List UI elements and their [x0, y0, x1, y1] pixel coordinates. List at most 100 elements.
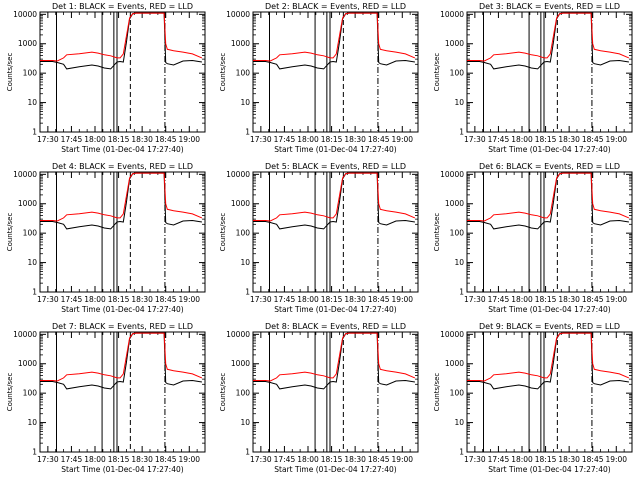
- y-tick-label: 100: [236, 229, 251, 238]
- y-tick-label: 1: [32, 448, 37, 457]
- plot-frame: [39, 171, 206, 293]
- plot-frame: [466, 331, 633, 453]
- x-tick-label: 17:45: [274, 295, 296, 304]
- y-axis-label: Counts/sec: [219, 373, 227, 412]
- panel-det-3: Det 3: BLACK = Events, RED = LLD Counts/s…: [433, 2, 633, 154]
- panel-title: Det 2: BLACK = Events, RED = LLD: [265, 2, 406, 11]
- y-tick-label: 1000: [231, 359, 250, 368]
- x-axis-label: Start Time (01-Dec-04 17:27:40): [61, 465, 183, 474]
- x-tick-label: 17:30: [250, 455, 272, 464]
- y-tick-label: 10: [454, 418, 464, 427]
- series-lld-line: [40, 12, 203, 62]
- plot-frame: [466, 11, 633, 133]
- y-tick-label: 100: [450, 69, 465, 78]
- x-axis-label: Start Time (01-Dec-04 17:27:40): [274, 145, 396, 154]
- x-tick-label: 18:30: [558, 135, 580, 144]
- panel-det-4: Det 4: BLACK = Events, RED = LLD Counts/s…: [6, 162, 206, 314]
- x-tick-label: 17:30: [37, 295, 59, 304]
- x-tick-label: 18:30: [558, 455, 580, 464]
- x-tick-label: 19:00: [605, 295, 627, 304]
- x-axis-label: Start Time (01-Dec-04 17:27:40): [274, 305, 396, 314]
- y-tick-label: 1: [245, 448, 250, 457]
- y-axis-label: Counts/sec: [6, 373, 14, 412]
- series-lld-line: [253, 172, 416, 222]
- x-tick-label: 18:00: [511, 295, 533, 304]
- x-tick-label: 18:00: [84, 455, 106, 464]
- panel-det-8: Det 8: BLACK = Events, RED = LLD Counts/s…: [219, 322, 419, 474]
- x-tick-label: 17:45: [61, 455, 83, 464]
- y-tick-label: 1000: [231, 199, 250, 208]
- x-tick-label: 19:00: [391, 455, 413, 464]
- y-tick-label: 1: [459, 448, 464, 457]
- x-axis-label: Start Time (01-Dec-04 17:27:40): [274, 465, 396, 474]
- x-tick-label: 18:00: [511, 135, 533, 144]
- y-tick-label: 10000: [226, 170, 250, 179]
- y-tick-label: 1: [245, 288, 250, 297]
- series-events-line: [40, 332, 202, 390]
- series-events-line: [253, 172, 415, 230]
- x-tick-label: 17:45: [61, 295, 83, 304]
- y-tick-label: 1: [32, 288, 37, 297]
- y-tick-label: 10: [454, 258, 464, 267]
- y-tick-label: 1000: [231, 39, 250, 48]
- x-tick-label: 18:00: [511, 455, 533, 464]
- series-events-line: [253, 12, 415, 70]
- x-tick-label: 19:00: [178, 135, 200, 144]
- x-tick-label: 19:00: [605, 135, 627, 144]
- y-tick-label: 10: [27, 98, 37, 107]
- x-tick-label: 17:45: [488, 295, 510, 304]
- plot-frame: [252, 11, 419, 133]
- series-events-line: [40, 12, 202, 70]
- x-tick-label: 18:30: [131, 455, 153, 464]
- y-tick-label: 10000: [440, 330, 464, 339]
- x-tick-label: 18:45: [582, 455, 604, 464]
- x-tick-label: 18:45: [368, 455, 390, 464]
- x-axis-label: Start Time (01-Dec-04 17:27:40): [61, 305, 183, 314]
- series-events-line: [467, 12, 629, 70]
- y-tick-label: 1: [459, 128, 464, 137]
- series-events-line: [467, 332, 629, 390]
- y-tick-label: 100: [23, 229, 38, 238]
- x-tick-label: 17:30: [464, 455, 486, 464]
- y-axis-label: Counts/sec: [433, 373, 441, 412]
- x-tick-label: 17:45: [488, 455, 510, 464]
- y-tick-label: 1000: [445, 359, 464, 368]
- y-tick-label: 1000: [18, 199, 37, 208]
- x-tick-label: 18:15: [108, 295, 130, 304]
- x-tick-label: 17:45: [274, 455, 296, 464]
- panel-det-7: Det 7: BLACK = Events, RED = LLD Counts/s…: [6, 322, 206, 474]
- x-tick-label: 18:00: [297, 455, 319, 464]
- x-tick-label: 17:30: [37, 135, 59, 144]
- x-tick-label: 18:30: [344, 455, 366, 464]
- y-axis-label: Counts/sec: [6, 53, 14, 92]
- y-tick-label: 10: [240, 98, 250, 107]
- x-tick-label: 18:45: [582, 135, 604, 144]
- y-tick-label: 100: [236, 69, 251, 78]
- y-axis-label: Counts/sec: [219, 213, 227, 252]
- y-tick-label: 100: [450, 389, 465, 398]
- y-tick-label: 1000: [445, 199, 464, 208]
- x-tick-label: 18:30: [558, 295, 580, 304]
- y-axis-label: Counts/sec: [6, 213, 14, 252]
- plot-frame: [252, 171, 419, 293]
- x-tick-label: 18:15: [108, 135, 130, 144]
- panel-title: Det 6: BLACK = Events, RED = LLD: [479, 162, 620, 171]
- y-tick-label: 1: [245, 128, 250, 137]
- panel-det-9: Det 9: BLACK = Events, RED = LLD Counts/s…: [433, 322, 633, 474]
- x-tick-label: 18:45: [155, 455, 177, 464]
- plot-frame: [252, 331, 419, 453]
- y-tick-label: 10: [454, 98, 464, 107]
- series-events-line: [253, 332, 415, 390]
- y-axis-label: Counts/sec: [433, 53, 441, 92]
- y-tick-label: 1000: [445, 39, 464, 48]
- x-tick-label: 18:30: [131, 135, 153, 144]
- x-tick-label: 17:30: [464, 135, 486, 144]
- x-tick-label: 17:45: [274, 135, 296, 144]
- panel-title: Det 1: BLACK = Events, RED = LLD: [52, 2, 193, 11]
- x-axis-label: Start Time (01-Dec-04 17:27:40): [488, 145, 610, 154]
- y-tick-label: 100: [236, 389, 251, 398]
- y-tick-label: 100: [23, 389, 38, 398]
- y-tick-label: 1: [32, 128, 37, 137]
- y-axis-label: Counts/sec: [219, 53, 227, 92]
